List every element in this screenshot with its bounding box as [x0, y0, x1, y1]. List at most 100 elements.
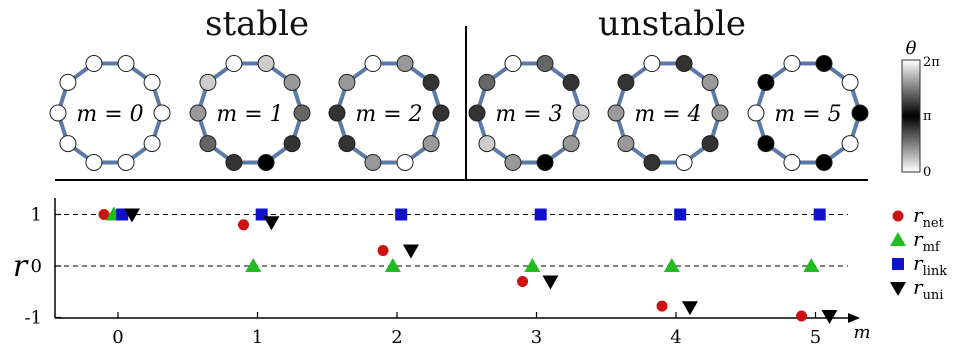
data-point-uni [402, 244, 419, 259]
ring-node [675, 55, 693, 73]
x-tick-label: 0 [112, 327, 123, 348]
ring-node [607, 104, 625, 122]
ring-m4: m = 4 [607, 55, 729, 171]
data-point-link [813, 208, 826, 221]
ring-node [364, 55, 382, 73]
ring-label: m = 3 [495, 102, 562, 127]
ring-node [468, 104, 486, 122]
data-point-uni [821, 309, 838, 324]
legend-marker-uni [890, 282, 906, 296]
ring-node [328, 104, 346, 122]
colorbar-tick-label: 2π [923, 55, 940, 70]
ring-node [257, 55, 275, 73]
data-point-uni [123, 208, 140, 223]
x-tick-label: 1 [252, 327, 263, 348]
ring-node [536, 55, 554, 73]
ring-label: m = 2 [355, 102, 422, 127]
ring-node [59, 73, 77, 91]
ring-node [815, 55, 833, 73]
stable-title: stable [205, 4, 310, 44]
ring-node [396, 153, 414, 171]
ring-node [225, 55, 243, 73]
x-tick-label: 4 [670, 327, 681, 348]
ring-node [841, 135, 859, 153]
ring-node [143, 135, 161, 153]
ring-node [189, 104, 207, 122]
ring-node [143, 73, 161, 91]
unstable-title: unstable [598, 4, 746, 44]
data-point-link [534, 208, 547, 221]
legend-marker-link [892, 258, 904, 270]
ring-label: m = 0 [76, 102, 143, 127]
ring-node [293, 104, 311, 122]
ring-node [478, 73, 496, 91]
data-point-uni [542, 275, 559, 290]
data-point-net [98, 209, 110, 220]
ring-node [422, 73, 440, 91]
ring-node [617, 73, 635, 91]
data-point-uni [263, 216, 280, 231]
ring-node [432, 104, 450, 122]
ring-node [396, 55, 414, 73]
ring-node [153, 104, 171, 122]
ring-label: m = 5 [774, 102, 841, 127]
ring-node [422, 135, 440, 153]
ring-node [643, 55, 661, 73]
ring-node [675, 153, 693, 171]
rings-layer: m = 0 m = 1 m = 2 m = 3 m = 4 m = 5 [49, 55, 869, 171]
ring-node [783, 153, 801, 171]
ring-node [617, 135, 635, 153]
ring-node [701, 73, 719, 91]
ring-node [851, 104, 869, 122]
data-point-net [656, 300, 668, 312]
y-tick-label: -1 [24, 308, 42, 329]
data-point-net [517, 275, 529, 287]
ring-label: m = 1 [216, 102, 283, 127]
ring-node [562, 135, 580, 153]
data-point-uni [681, 301, 698, 316]
ring-node [841, 73, 859, 91]
y-tick-label: 0 [31, 256, 42, 277]
ring-node [504, 55, 522, 73]
ring-node [49, 104, 67, 122]
ring-node [815, 153, 833, 171]
y-axis-label: r [13, 249, 29, 284]
ring-node [757, 135, 775, 153]
colorbar: θ 2π π 0 [901, 38, 940, 180]
ring-node [257, 153, 275, 171]
data-point-mf [384, 258, 401, 272]
data-point-mf [245, 258, 262, 272]
ring-node [701, 135, 719, 153]
legend-label-uni: runi [913, 275, 943, 303]
x-tick-label: 2 [391, 327, 402, 348]
colorbar-gradient [901, 59, 921, 173]
ring-node [283, 73, 301, 91]
ring-m1: m = 1 [189, 55, 311, 171]
ring-node [85, 55, 103, 73]
plot-layer: 0 1 2 3 4 5 1 0 -1 [24, 205, 848, 348]
ring-node [562, 73, 580, 91]
x-axis-arrow [848, 313, 860, 323]
ring-node [225, 153, 243, 171]
ring-node [283, 135, 301, 153]
data-point-mf [803, 258, 820, 272]
data-point-link [674, 208, 687, 221]
ring-node [478, 135, 496, 153]
colorbar-tick-label: π [923, 109, 932, 124]
data-point-link [395, 208, 408, 221]
colorbar-title: θ [906, 38, 917, 59]
colorbar-tick-label: 0 [923, 165, 931, 180]
ring-node [504, 153, 522, 171]
x-tick-label: 3 [531, 327, 542, 348]
data-point-net [238, 219, 250, 231]
ring-node [59, 135, 77, 153]
ring-node [757, 73, 775, 91]
ring-m0: m = 0 [49, 55, 171, 171]
ring-node [199, 73, 217, 91]
ring-m2: m = 2 [328, 55, 450, 171]
ring-node [747, 104, 765, 122]
ring-node [643, 153, 661, 171]
ring-node [117, 55, 135, 73]
